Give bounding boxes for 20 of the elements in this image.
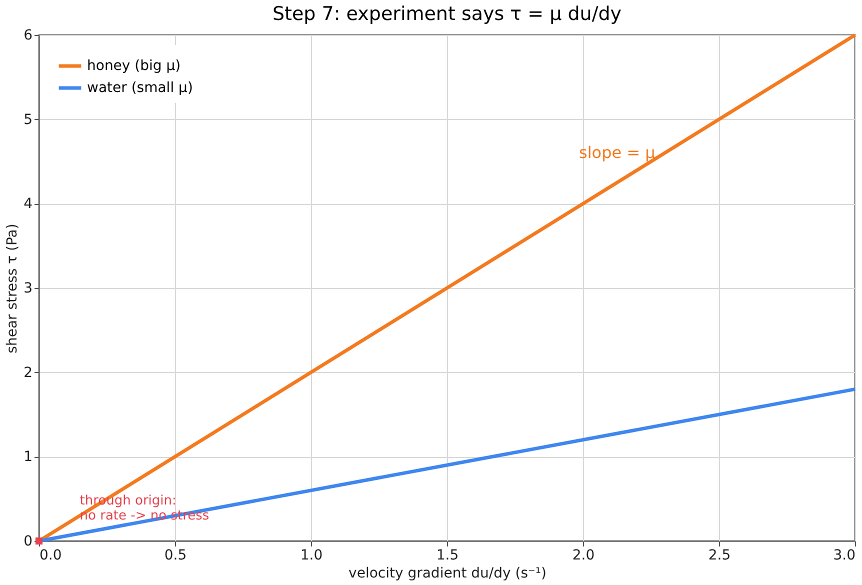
x-tick-label: 0.5: [164, 548, 187, 564]
x-axis-title: velocity gradient du/dy (s⁻¹): [348, 566, 546, 582]
annotation: slope = μ: [579, 143, 656, 162]
x-tick-label: 2.0: [572, 548, 595, 564]
x-tick-label: 0.0: [40, 548, 62, 564]
legend-label: water (small μ): [87, 80, 193, 96]
y-tick-label: 5: [24, 112, 32, 128]
x-tick-label: 2.5: [708, 548, 731, 564]
legend-label: honey (big μ): [87, 58, 181, 74]
x-tick-label: 3.0: [833, 548, 856, 564]
y-tick-label: 2: [24, 364, 32, 381]
y-tick-label: 0: [24, 534, 32, 550]
y-tick-label: 4: [24, 196, 33, 212]
y-tick-label: 3: [24, 280, 32, 296]
x-tick-label: 1.5: [436, 548, 459, 564]
y-axis-title: shear stress τ (Pa): [4, 224, 21, 354]
y-tick-label: 6: [24, 28, 33, 44]
x-tick-label: 1.0: [300, 548, 323, 564]
chart-title: Step 7: experiment says τ = μ du/dy: [272, 3, 622, 25]
y-tick-label: 1: [24, 449, 32, 466]
